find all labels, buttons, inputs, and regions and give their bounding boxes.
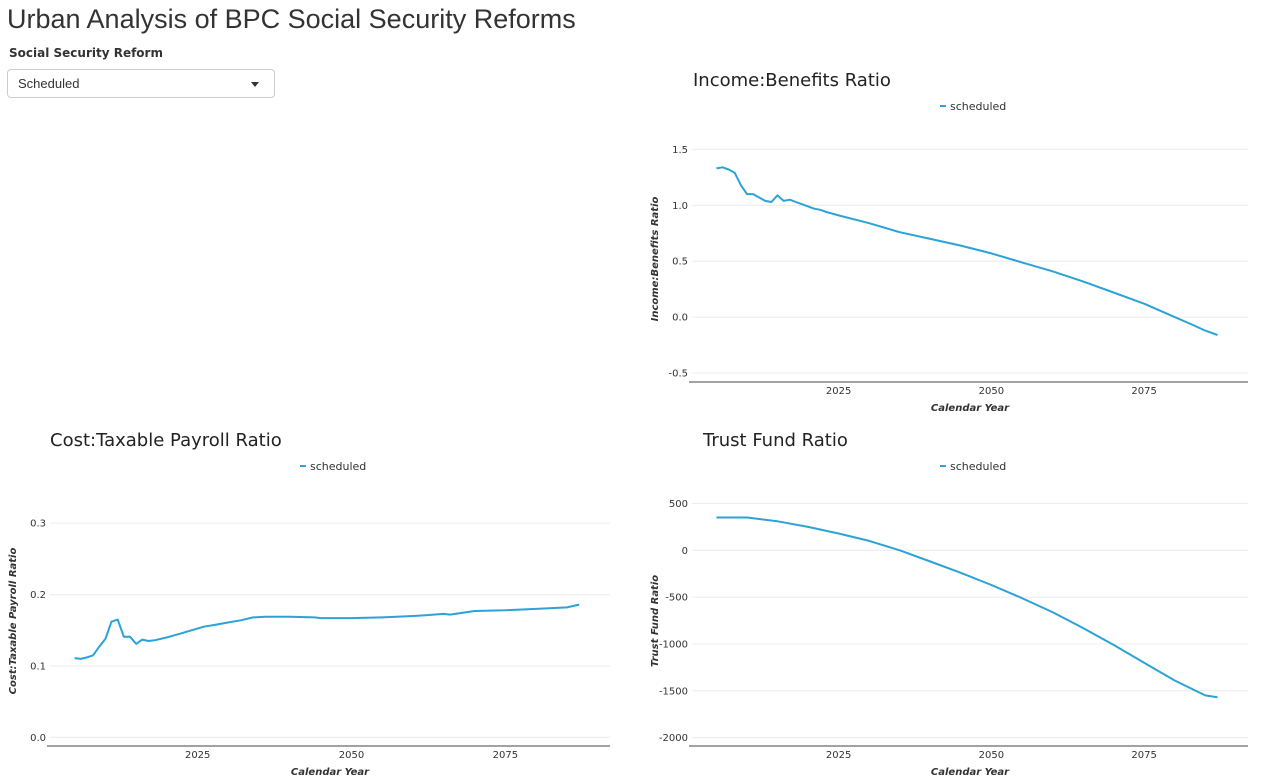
- reform-select[interactable]: Scheduled: [7, 69, 275, 98]
- x-tick-label: 2075: [493, 750, 518, 761]
- page-title: Urban Analysis of BPC Social Security Re…: [7, 4, 576, 34]
- legend-label: scheduled: [950, 460, 1006, 473]
- reform-select-value: Scheduled: [18, 76, 80, 91]
- cost-payroll-chart: Cost:Taxable Payroll Ratio scheduled 0.0 0.…: [0, 422, 625, 783]
- y-tick-label: -1500: [659, 686, 688, 697]
- series-line-scheduled: [716, 166, 1218, 336]
- series-line-scheduled: [74, 603, 580, 660]
- chart-svg: Trust Fund Ratio scheduled -2000 -1500 -1000…: [650, 430, 1248, 778]
- y-tick-label: -2000: [659, 733, 688, 744]
- x-axis-title: Calendar Year: [931, 767, 1010, 778]
- y-tick-label: 0.3: [30, 519, 46, 530]
- y-axis-title: Cost:Taxable Payroll Ratio: [8, 548, 19, 695]
- x-tick-label: 2050: [979, 386, 1004, 397]
- y-tick-label: 0: [682, 546, 688, 557]
- y-tick-label: 0.1: [30, 662, 46, 673]
- y-tick-label: -1000: [659, 639, 688, 650]
- x-tick-label: 2025: [826, 386, 851, 397]
- y-tick-label: 0.5: [672, 257, 688, 268]
- x-tick-label: 2050: [339, 750, 364, 761]
- chart-title: Income:Benefits Ratio: [693, 70, 891, 91]
- x-tick-label: 2050: [979, 750, 1004, 761]
- y-tick-label: 0.0: [30, 733, 46, 744]
- y-tick-label: -0.5: [668, 369, 688, 380]
- chart-title: Trust Fund Ratio: [702, 430, 848, 451]
- y-tick-label: 0.2: [30, 590, 46, 601]
- reform-select-label: Social Security Reform: [9, 46, 163, 60]
- chart-svg: Income:Benefits Ratio scheduled -0.5 0.0 0.5…: [650, 70, 1248, 414]
- x-axis-title: Calendar Year: [291, 767, 370, 778]
- x-axis-title: Calendar Year: [931, 403, 1010, 414]
- y-tick-label: 1.5: [672, 145, 688, 156]
- legend-label: scheduled: [950, 100, 1006, 113]
- income-benefits-chart: Income:Benefits Ratio scheduled -0.5 0.0 0.5…: [640, 62, 1260, 422]
- legend-label: scheduled: [310, 460, 366, 473]
- x-tick-label: 2025: [826, 750, 851, 761]
- y-tick-label: 0.0: [672, 313, 688, 324]
- x-tick-label: 2075: [1131, 750, 1156, 761]
- y-tick-label: 1.0: [672, 201, 688, 212]
- y-tick-label: -500: [665, 593, 688, 604]
- series-line-scheduled: [716, 516, 1218, 699]
- x-tick-label: 2075: [1131, 386, 1156, 397]
- chart-svg: Cost:Taxable Payroll Ratio scheduled 0.0 0.…: [8, 430, 610, 778]
- chart-title: Cost:Taxable Payroll Ratio: [50, 430, 282, 451]
- y-axis-title: Income:Benefits Ratio: [650, 196, 661, 321]
- y-tick-label: 500: [669, 499, 688, 510]
- caret-down-icon: [251, 82, 259, 87]
- trust-fund-chart: Trust Fund Ratio scheduled -2000 -1500 -1000…: [640, 422, 1260, 783]
- y-axis-title: Trust Fund Ratio: [650, 575, 661, 667]
- x-tick-label: 2025: [185, 750, 210, 761]
